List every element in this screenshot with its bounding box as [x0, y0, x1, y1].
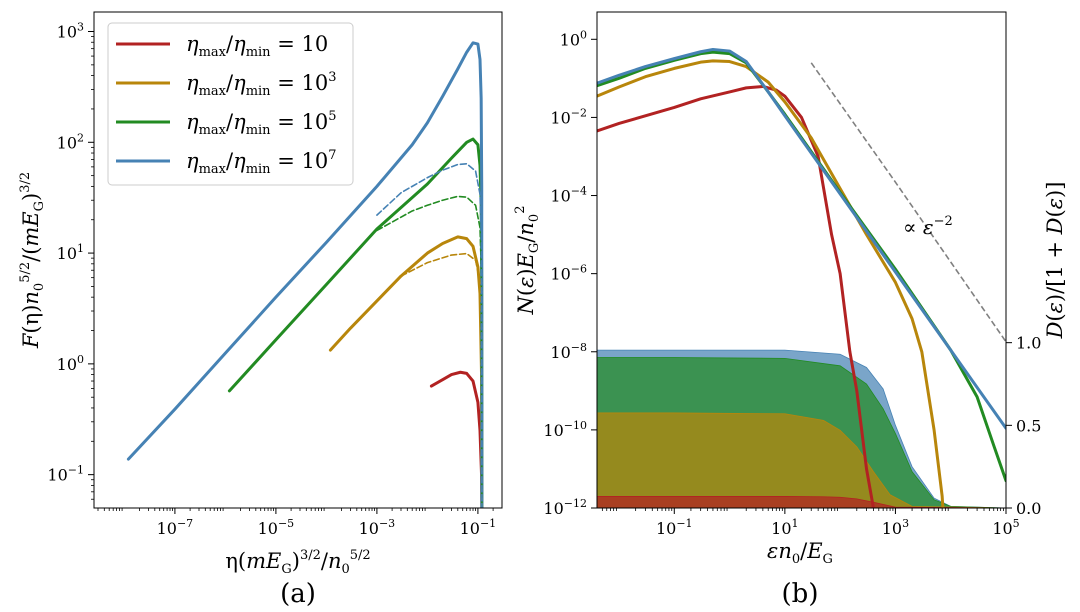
panel-b-y-tick-label: 10−12: [543, 497, 587, 518]
panel-a-y-tick-label: 102: [57, 131, 84, 152]
legend-label-green: ηmax/ηmin = 105: [186, 109, 337, 138]
legend-box: [107, 22, 354, 186]
panel-b-fill-gold: [597, 412, 1006, 508]
panel-a-series-red-solid: [429, 370, 484, 508]
panel-b-label: (b): [782, 579, 819, 609]
panel-b-y-tick-label: 100: [560, 28, 587, 49]
panel-b-x-tick-label: 103: [882, 517, 909, 538]
panel-b-guide-line: [810, 62, 1006, 343]
panel-a-legend: ηmax/ηmin = 10 ηmax/ηmin = 103 ηmax/ηmin =…: [107, 22, 354, 186]
panel-a-x-axis-label: η(mEG)3/2/n05/2: [225, 548, 370, 577]
panel-a-frame: [93, 11, 503, 509]
panel-b-y-axis-label: N(ε)EG/n02: [513, 206, 542, 316]
panel-a-y-tick-label: 101: [57, 242, 84, 263]
panel-b-plot-area: [597, 47, 1006, 508]
panel-a-series-green-dashed: [376, 195, 483, 508]
panel-b-series-red: [597, 84, 875, 508]
panel-a-y-tick-label: 100: [57, 353, 84, 374]
panel-b-right-tick-label: 0.0: [1016, 499, 1041, 518]
panel-b-y-tick-label: 10−6: [550, 263, 587, 284]
panel-a-x-tick-label: 10−1: [460, 517, 497, 538]
panel-b-fills: [597, 349, 1006, 508]
panel-b-x-tick-label: 10−1: [656, 517, 693, 538]
panel-a-x-tick-label: 10−7: [157, 517, 194, 538]
panel-a-label: (a): [280, 579, 316, 609]
panel-b-x-tick-label: 105: [992, 517, 1019, 538]
panel-a-x-tick-label: 10−3: [359, 517, 396, 538]
panel-b-y-tick-label: 10−4: [550, 185, 587, 206]
panel-b-axes: 10−1 101 103 105 10−12 10−10 10−8 10−6 10−4 10−2 1…: [543, 28, 1041, 538]
panel-b-y-tick-label: 10−10: [543, 419, 587, 440]
panel-b-fill-red: [597, 496, 1006, 508]
panel-b-series-blue: [597, 47, 1006, 430]
panel-b-x-axis-label: εn0/EG: [767, 539, 833, 567]
panel-b-y-tick-label: 10−8: [550, 341, 587, 362]
legend-label-red: ηmax/ηmin = 10: [186, 32, 328, 60]
legend-label-gold: ηmax/ηmin = 103: [186, 70, 337, 99]
panel-a-series-blue-solid: [126, 41, 484, 508]
panel-a-y-tick-label: 103: [57, 21, 84, 42]
panel-b-x-tick-label: 101: [771, 517, 798, 538]
panel-a-x-tick-label: 10−5: [258, 517, 295, 538]
panel-a-series-gold-solid: [328, 235, 484, 508]
panel-a-series-blue-dashed: [376, 162, 483, 508]
panel-a-axes: 10−7 10−5 10−3 10−1 10−1 100 101 102 103: [47, 21, 496, 538]
panel-a-y-axis-label: F(η)n05/2/(mEG)3/2: [18, 172, 47, 349]
panel-b-right-axis-label: D(ε)/[1 + D(ε)]: [1043, 182, 1067, 340]
panel-b-right-tick-label: 1.0: [1016, 334, 1041, 353]
panel-a-plot-area: [126, 41, 484, 508]
panel-a-y-tick-label: 10−1: [47, 464, 84, 485]
panel-b: 10−1 101 103 105 10−12 10−10 10−8 10−6 10−4 10−2 1…: [513, 11, 1067, 609]
panel-b-series-gold: [597, 59, 945, 508]
panel-b-y-tick-label: 10−2: [550, 106, 587, 127]
panel-a: 10−7 10−5 10−3 10−1 10−1 100 101 102 103 ηmax/ηm…: [18, 11, 503, 609]
panel-b-right-tick-label: 0.5: [1016, 416, 1041, 435]
legend-label-blue: ηmax/ηmin = 107: [186, 148, 337, 177]
panel-b-annotation: ∝ ε−2: [903, 214, 953, 239]
